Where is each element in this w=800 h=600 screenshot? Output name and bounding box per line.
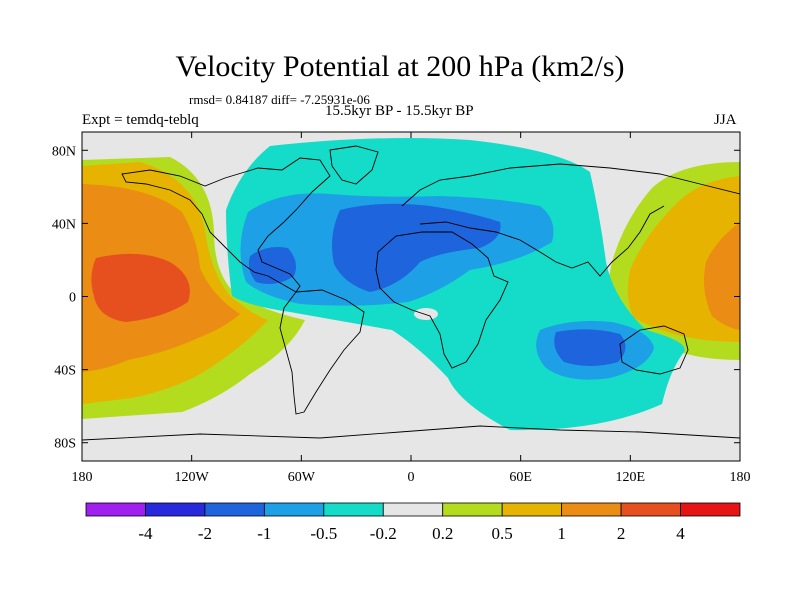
lon-tick-label: 60E [509,470,532,485]
lat-tick-label: 80N [52,144,76,159]
contour-negative-1 [332,203,501,292]
experiment-label: Expt = temdq-teblq [82,112,199,128]
contour-neutral-gulf-guinea [414,308,438,320]
longitude-ticks: 180 120W 60W 0 60E 120E 180 [72,132,751,485]
map-title: Velocity Potential at 200 hPa (km2/s) [175,50,625,83]
lon-tick-label: 120W [175,470,210,485]
africa-outline [375,231,509,369]
colorbar-swatch [501,502,563,517]
lon-tick-label: 120E [616,470,646,485]
colorbar: -4 -2 -1 -0.5 -0.2 0.2 0.5 1 2 4 [85,502,741,543]
contour-field [82,132,740,461]
colorbar-swatch [85,502,146,517]
colorbar-label: -0.2 [370,524,397,543]
australia-outline [619,325,689,375]
lat-tick-label: 40N [52,217,76,232]
lat-tick-label: 0 [69,291,76,306]
lon-tick-label: 0 [408,470,415,485]
coastlines [82,145,740,441]
colorbar-swatch [382,502,444,517]
colorbar-swatch [323,502,384,517]
contour-positive-1-east [704,222,740,330]
colorbar-label: 1 [557,524,566,543]
colorbar-swatch [204,502,265,517]
north-america-outline [121,157,331,293]
colorbar-label: -1 [257,524,271,543]
colorbar-label: -4 [138,524,153,543]
colorbar-swatch [680,502,741,517]
lon-tick-label: 180 [730,470,751,485]
greenland-outline [329,145,379,185]
colorbar-swatch [263,502,325,517]
colorbar-label: -2 [198,524,212,543]
colorbar-swatch [561,502,622,517]
stats-label: rmsd= 0.84187 diff= -7.25931e-06 [189,92,370,107]
antarctica-outline [82,425,740,441]
south-america-outline [279,289,365,415]
lat-tick-label: 80S [54,437,76,452]
eurasia-outline [401,163,740,277]
lat-tick-label: 40S [54,364,76,379]
period-label: 15.5kyr BP - 15.5kyr BP [325,103,474,119]
colorbar-label: 2 [617,524,626,543]
lon-tick-label: 180 [72,470,93,485]
colorbar-label: 4 [676,524,685,543]
lon-tick-label: 60W [288,470,316,485]
latitude-ticks: 80N 40N 0 40S 80S [52,144,740,452]
contour-negative-1-caribbean [248,247,296,284]
contour-negative-1-indian [554,329,626,366]
contour-positive-2 [91,253,190,322]
colorbar-swatch [442,502,503,517]
season-label: JJA [714,112,737,128]
colorbar-label: 0.5 [492,524,513,543]
colorbar-swatch [145,502,206,517]
colorbar-label: -0.5 [310,524,337,543]
colorbar-swatch [620,502,681,517]
colorbar-label: 0.2 [432,524,453,543]
